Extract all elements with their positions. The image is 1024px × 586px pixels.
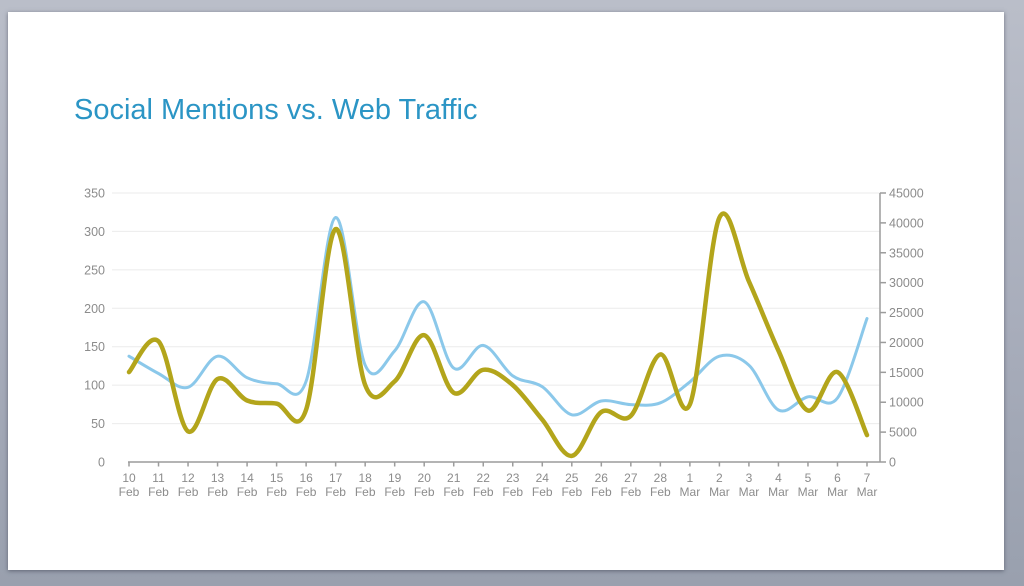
x-tick-day: 22 (477, 471, 491, 485)
x-tick-day: 4 (775, 471, 782, 485)
svg-text:15000: 15000 (889, 366, 924, 380)
x-tick-month: Feb (178, 485, 199, 499)
x-tick-month: Feb (561, 485, 582, 499)
x-tick-month: Mar (827, 485, 848, 499)
x-tick-day: 7 (864, 471, 871, 485)
right-axis-labels: 0 5000 10000 15000 20000 25000 30000 35000 40000… (889, 187, 924, 470)
svg-text:50: 50 (91, 417, 105, 431)
x-tick-day: 3 (746, 471, 753, 485)
x-tick-day: 2 (716, 471, 723, 485)
left-axis-labels: 0 50 100 150 200 250 300 350 (84, 187, 105, 470)
line-chart: 0 50 100 150 200 250 300 350 0 5000 10000 15000 2000… (84, 187, 924, 500)
svg-text:5000: 5000 (889, 426, 917, 440)
x-tick-month: Feb (620, 485, 641, 499)
x-tick-day: 6 (834, 471, 841, 485)
x-tick-month: Feb (296, 485, 317, 499)
x-tick-day: 20 (418, 471, 432, 485)
x-tick-day: 18 (358, 471, 372, 485)
x-tick-day: 24 (536, 471, 550, 485)
web-traffic-line (127, 215, 869, 417)
x-tick-day: 17 (329, 471, 343, 485)
x-tick-day: 21 (447, 471, 461, 485)
x-tick-month: Feb (532, 485, 553, 499)
svg-text:250: 250 (84, 263, 105, 277)
svg-text:40000: 40000 (889, 216, 924, 230)
x-tick-day: 26 (595, 471, 609, 485)
x-tick-day: 14 (240, 471, 254, 485)
svg-text:100: 100 (84, 379, 105, 393)
x-tick-month: Mar (768, 485, 789, 499)
svg-text:25000: 25000 (889, 306, 924, 320)
x-tick-day: 27 (624, 471, 638, 485)
svg-text:350: 350 (84, 187, 105, 201)
x-tick-month: Feb (650, 485, 671, 499)
x-tick-day: 23 (506, 471, 520, 485)
x-tick-day: 1 (687, 471, 694, 485)
x-tick-day: 15 (270, 471, 284, 485)
x-tick-day: 19 (388, 471, 402, 485)
x-tick-month: Mar (680, 485, 701, 499)
x-tick-month: Feb (148, 485, 169, 499)
x-tick-day: 10 (122, 471, 136, 485)
svg-text:150: 150 (84, 340, 105, 354)
x-tick-month: Mar (798, 485, 819, 499)
x-axis: 10Feb11Feb12Feb13Feb14Feb15Feb16Feb17Feb… (119, 461, 880, 499)
right-axis: 0 5000 10000 15000 20000 25000 30000 35000 40000… (879, 187, 924, 470)
x-tick-month: Feb (473, 485, 494, 499)
svg-text:10000: 10000 (889, 396, 924, 410)
svg-text:45000: 45000 (889, 187, 924, 201)
chart-title: Social Mentions vs. Web Traffic (74, 94, 478, 126)
x-tick-month: Feb (414, 485, 435, 499)
social-mentions-line (126, 211, 870, 459)
svg-text:200: 200 (84, 302, 105, 316)
x-tick-day: 5 (805, 471, 812, 485)
x-tick-day: 13 (211, 471, 225, 485)
x-tick-month: Feb (384, 485, 405, 499)
x-tick-month: Mar (857, 485, 878, 499)
x-tick-month: Feb (266, 485, 287, 499)
x-tick-day: 16 (299, 471, 313, 485)
x-tick-month: Mar (709, 485, 730, 499)
svg-text:0: 0 (98, 456, 105, 470)
x-tick-month: Feb (591, 485, 612, 499)
x-tick-month: Feb (355, 485, 376, 499)
slide: Social Mentions vs. Web Traffic 0 50 100 15… (8, 12, 1004, 570)
x-tick-month: Feb (325, 485, 346, 499)
svg-text:35000: 35000 (889, 246, 924, 260)
x-tick-month: Feb (443, 485, 464, 499)
svg-text:300: 300 (84, 225, 105, 239)
x-tick-day: 28 (654, 471, 668, 485)
x-tick-month: Feb (119, 485, 140, 499)
x-tick-month: Feb (237, 485, 258, 499)
x-tick-month: Feb (502, 485, 523, 499)
svg-text:0: 0 (889, 456, 896, 470)
chart-gridlines (112, 192, 880, 425)
x-tick-day: 12 (181, 471, 195, 485)
x-tick-month: Feb (207, 485, 228, 499)
x-tick-day: 25 (565, 471, 579, 485)
x-tick-day: 11 (152, 471, 165, 485)
svg-text:20000: 20000 (889, 336, 924, 350)
svg-text:30000: 30000 (889, 276, 924, 290)
x-tick-month: Mar (739, 485, 760, 499)
x-axis-labels: 10Feb11Feb12Feb13Feb14Feb15Feb16Feb17Feb… (119, 471, 878, 499)
